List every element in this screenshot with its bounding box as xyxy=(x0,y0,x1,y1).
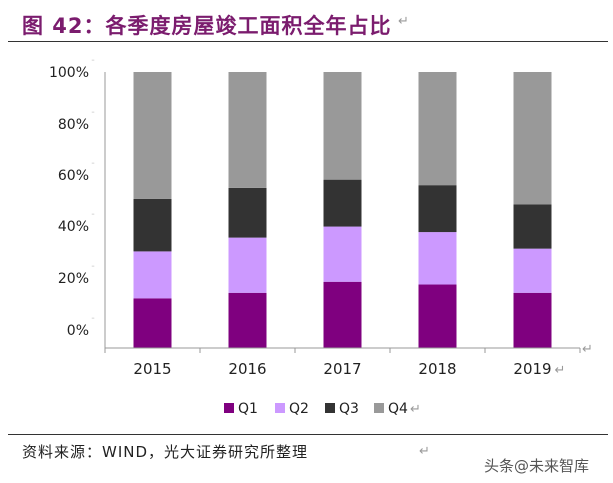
legend-label-q3: Q3 xyxy=(339,401,359,417)
stacked-bar-chart: 0%¨20%¨40%¨60%¨80%¨100%¨ ↵ 2015 2016 2017 2… xyxy=(49,59,593,417)
bar-segment-q1-2019 xyxy=(513,292,552,348)
source-note: 资料来源：WIND，光大证券研究所整理 xyxy=(22,443,309,461)
x-tick-label: 2018 xyxy=(418,360,456,378)
y-tick-label: 60% xyxy=(58,168,89,184)
bar-segment-q3-2016 xyxy=(228,187,267,238)
bars xyxy=(133,72,552,348)
x-axis-labels: 2015 2016 2017 2018 2019 ↵ xyxy=(133,360,565,378)
bar-segment-q3-2017 xyxy=(323,179,362,227)
legend: Q1 Q2 Q3 Q4 ↵ xyxy=(224,401,421,417)
tick-mark-icon: ¨ xyxy=(91,59,95,68)
tick-mark-icon: ¨ xyxy=(91,162,95,171)
x-tick-label: 2016 xyxy=(228,360,266,378)
legend-swatch-q3 xyxy=(325,403,335,413)
bar-segment-q1-2018 xyxy=(418,284,457,348)
x-tick-label: 2019 xyxy=(513,360,551,378)
bar-segment-q2-2018 xyxy=(418,232,457,285)
bar-segment-q4-2016 xyxy=(228,72,267,188)
tick-mark-icon: ¨ xyxy=(91,265,95,274)
tick-mark-icon: ¨ xyxy=(91,213,95,222)
top-rule xyxy=(8,41,608,42)
legend-swatch-q4 xyxy=(374,403,384,413)
y-tick-label: 40% xyxy=(58,219,89,235)
y-tick-label: 80% xyxy=(58,117,89,133)
return-mark-icon: ↵ xyxy=(555,363,566,378)
bar-segment-q3-2015 xyxy=(133,198,172,252)
legend-swatch-q2 xyxy=(275,403,285,413)
legend-label-q2: Q2 xyxy=(289,401,309,417)
bar-segment-q1-2016 xyxy=(228,292,267,348)
bar-segment-q2-2019 xyxy=(513,248,552,293)
axes: ↵ xyxy=(104,72,593,357)
y-tick-label: 0% xyxy=(67,323,89,339)
x-tick-label: 2015 xyxy=(133,360,171,378)
x-tick-label: 2017 xyxy=(323,360,361,378)
bar-segment-q4-2019 xyxy=(513,72,552,205)
y-axis-ticks: 0%¨20%¨40%¨60%¨80%¨100%¨ xyxy=(49,59,95,339)
bar-segment-q1-2017 xyxy=(323,281,362,348)
watermark: 头条@未来智库 xyxy=(484,457,590,475)
tick-mark-icon: ¨ xyxy=(91,111,95,120)
bar-segment-q1-2015 xyxy=(133,298,172,348)
bottom-rule xyxy=(8,434,608,435)
legend-label-q1: Q1 xyxy=(238,401,258,417)
bar-segment-q3-2018 xyxy=(418,185,457,233)
bar-segment-q4-2017 xyxy=(323,72,362,180)
return-mark-icon: ↵ xyxy=(410,402,421,417)
y-tick-label: 100% xyxy=(49,65,89,81)
bar-segment-q2-2016 xyxy=(228,237,267,293)
bar-segment-q3-2019 xyxy=(513,204,552,249)
legend-label-q4: Q4 xyxy=(388,401,408,417)
bar-segment-q4-2018 xyxy=(418,72,457,186)
legend-swatch-q1 xyxy=(224,403,234,413)
y-tick-label: 20% xyxy=(58,271,89,287)
return-mark-icon: ↵ xyxy=(419,444,430,459)
bar-segment-q2-2015 xyxy=(133,251,172,299)
tick-mark-icon: ¨ xyxy=(91,317,95,326)
figure-title: 图 42：各季度房屋竣工面积全年占比 xyxy=(22,14,392,38)
bar-segment-q4-2015 xyxy=(133,72,172,199)
return-mark-icon: ↵ xyxy=(398,14,409,29)
bar-segment-q2-2017 xyxy=(323,226,362,282)
return-mark-icon: ↵ xyxy=(582,342,593,357)
